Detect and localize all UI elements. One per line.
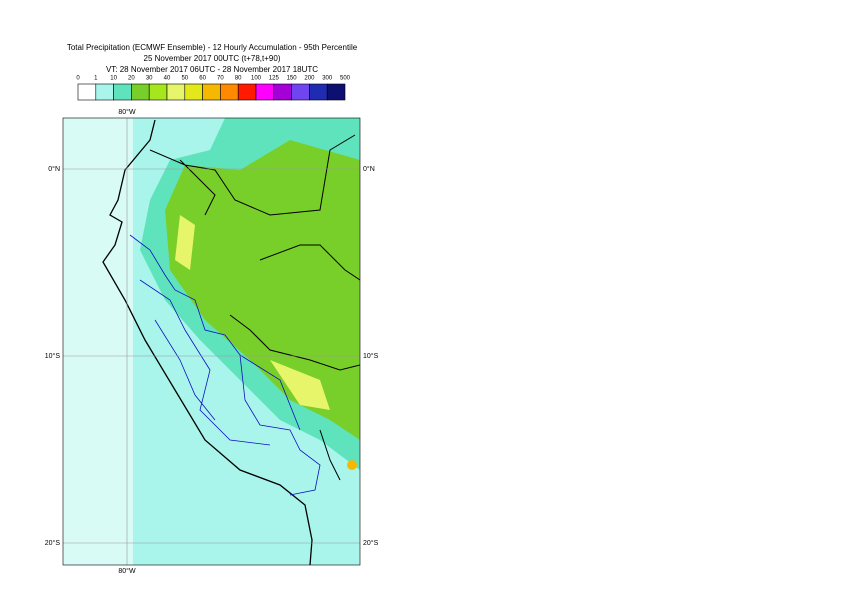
legend-swatch xyxy=(77,83,97,101)
legend-swatch xyxy=(237,83,257,101)
title-line: 25 November 2017 00UTC (t+78,t+90) xyxy=(144,54,281,63)
precip-area xyxy=(165,140,360,440)
lat-label: 20°S xyxy=(363,539,379,547)
legend-swatch xyxy=(166,83,186,101)
legend-swatch xyxy=(255,83,275,101)
legend-label: 300 xyxy=(322,76,333,82)
map xyxy=(63,118,360,565)
region-border xyxy=(129,234,321,496)
map-frame xyxy=(62,117,361,566)
legend-swatch xyxy=(220,83,239,101)
legend-swatch xyxy=(202,83,221,101)
legend-label: 125 xyxy=(269,76,280,82)
color-legend: 0 1 10 20 30 40 50 60 70 80 100 125 150 200 300 500 xyxy=(76,76,351,101)
legend-label: 10 xyxy=(110,76,117,82)
lon-label: 80°W xyxy=(118,108,136,116)
lat-label: 0°N xyxy=(48,165,60,173)
lat-label: 0°N xyxy=(363,165,375,173)
legend-swatch xyxy=(291,83,310,101)
legend-swatch xyxy=(273,83,292,101)
legend-label: 50 xyxy=(181,76,188,82)
lat-label: 20°S xyxy=(45,539,61,547)
legend-swatch xyxy=(326,83,346,101)
country-border xyxy=(149,134,360,481)
title-line: Total Precipitation (ECMWF Ensemble) - 1… xyxy=(67,43,358,52)
legend-swatch xyxy=(131,83,150,101)
legend-label: 500 xyxy=(340,76,351,82)
legend-label: 40 xyxy=(164,76,171,82)
coastline xyxy=(102,119,313,565)
title-line: VT: 28 November 2017 06UTC - 28 November… xyxy=(106,65,318,74)
legend-swatch xyxy=(95,83,114,101)
legend-label: 20 xyxy=(128,76,135,82)
dry-area xyxy=(63,118,133,565)
legend-label: 0 xyxy=(76,76,80,82)
precip-area xyxy=(347,460,357,470)
lat-label: 10°S xyxy=(45,352,61,360)
legend-swatch xyxy=(309,83,328,101)
legend-swatch xyxy=(184,83,203,101)
lat-label: 10°S xyxy=(363,352,379,360)
legend-label: 70 xyxy=(217,76,224,82)
legend-swatch xyxy=(113,83,132,101)
legend-label: 30 xyxy=(146,76,153,82)
lon-label: 80°W xyxy=(118,567,136,575)
legend-label: 80 xyxy=(235,76,242,82)
legend-label: 100 xyxy=(251,76,262,82)
legend-label: 1 xyxy=(94,76,98,82)
legend-label: 150 xyxy=(287,76,298,82)
legend-swatch xyxy=(148,83,168,101)
legend-label: 200 xyxy=(304,76,315,82)
legend-label: 60 xyxy=(199,76,206,82)
precip-area xyxy=(175,215,330,410)
